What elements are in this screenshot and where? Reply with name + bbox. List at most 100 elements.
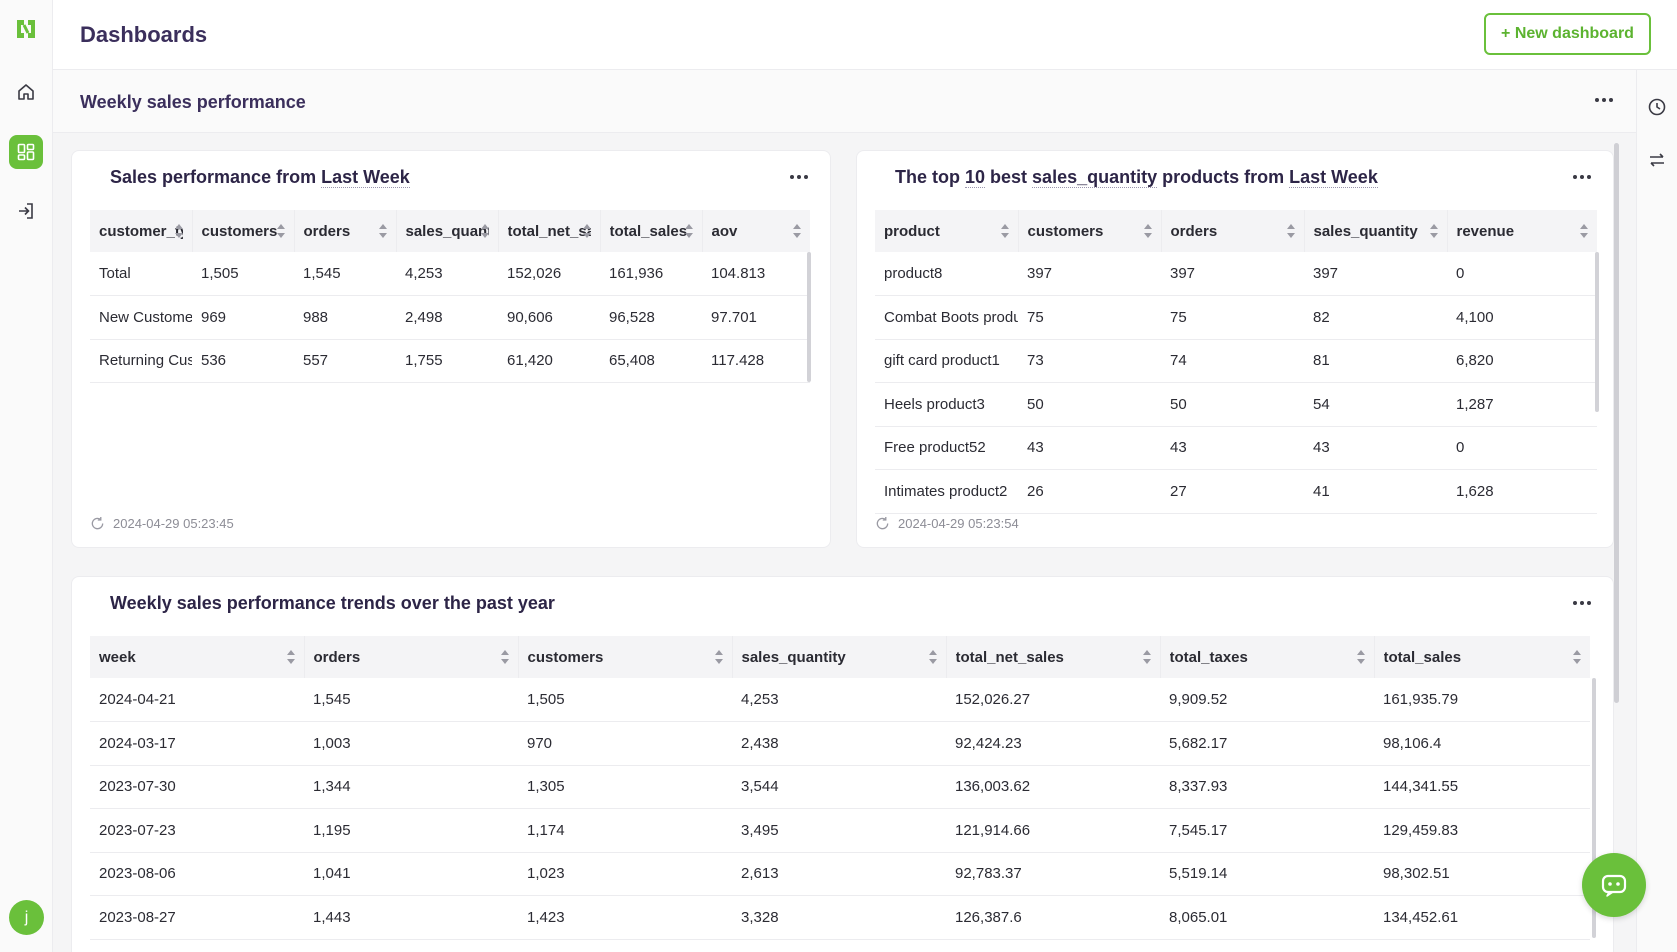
column-header[interactable]: aov [702,210,810,252]
chat-assistant-button[interactable] [1582,853,1646,917]
table-row: Free product52 43 43 43 0 [875,426,1597,470]
table-cell: 43 [1304,426,1447,470]
column-header[interactable]: sales_quantity [1304,210,1448,252]
column-header[interactable]: total_taxes [1160,636,1375,678]
column-header[interactable]: customers [1018,210,1162,252]
table-cell: 75 [1161,295,1304,340]
table-cell: New Customer [90,295,192,340]
table-cell: 2023-07-30 [90,765,304,809]
table-cell: 1,344 [304,765,518,809]
table-cell: 1,545 [304,678,518,722]
column-header[interactable]: sales_quantity [732,636,947,678]
sort-icon[interactable] [1579,223,1589,239]
table-cell: 969 [192,295,294,340]
table-cell: 1,755 [396,339,498,383]
left-rail: j [0,0,53,952]
column-header[interactable]: total_sales [1374,636,1590,678]
table-scrollbar[interactable] [807,252,811,382]
nav-home-button[interactable] [9,75,43,109]
table-scrollbar[interactable] [1595,252,1599,412]
card-more-icon[interactable] [790,175,808,179]
sort-icon[interactable] [174,223,184,239]
sort-icon[interactable] [286,649,296,665]
date-range-filter[interactable]: Last Week [321,167,410,188]
table-cell: 1,023 [518,852,732,896]
sort-icon[interactable] [276,223,286,239]
table-cell: 92,783.37 [946,852,1160,896]
clock-icon[interactable] [1647,97,1667,117]
sort-icon[interactable] [378,223,388,239]
table-cell: 8,065.01 [1160,895,1374,940]
refresh-status: 2024-04-29 05:23:54 [875,516,1019,531]
top-n-filter[interactable]: 10 [965,167,986,188]
refresh-icon[interactable] [875,516,890,531]
metric-filter[interactable]: sales_quantity [1032,167,1158,188]
table-cell: 1,628 [1447,469,1597,514]
sales-performance-card: Sales performance from Last Week custome… [71,150,831,548]
table-cell: 3,544 [732,765,946,809]
sort-icon[interactable] [1356,649,1366,665]
table-scrollbar[interactable] [1592,678,1596,938]
column-header-label: sales_quantity [405,222,489,240]
table-cell: product8 [875,252,1018,296]
column-header[interactable]: total_net_sales [498,210,601,252]
sort-icon[interactable] [1572,649,1582,665]
column-header[interactable]: customer_type [90,210,193,252]
sort-icon[interactable] [1000,223,1010,239]
refresh-icon[interactable] [90,516,105,531]
table-cell: 4,253 [732,678,946,722]
logo-icon[interactable] [13,16,39,42]
sort-icon[interactable] [582,223,592,239]
sort-icon[interactable] [1286,223,1296,239]
table-cell: 50 [1018,382,1161,427]
column-header[interactable]: customers [192,210,295,252]
table-cell: 2023-08-06 [90,852,304,896]
card-more-icon[interactable] [1573,601,1591,605]
column-header[interactable]: total_net_sales [946,636,1161,678]
column-header[interactable]: total_sales [600,210,703,252]
column-header[interactable]: product [875,210,1019,252]
dashboard-more-icon[interactable] [1595,98,1613,102]
column-header-label: orders [313,648,361,666]
column-header[interactable]: customers [518,636,733,678]
table-cell: 129,459.83 [1374,808,1590,853]
sort-icon[interactable] [714,649,724,665]
swap-icon[interactable] [1647,150,1667,170]
table-cell: 43 [1161,426,1304,470]
table-cell: 2024-04-21 [90,678,304,722]
refresh-timestamp: 2024-04-29 05:23:54 [898,516,1019,531]
sort-icon[interactable] [500,649,510,665]
column-header-label: total_net_sales [955,648,1064,666]
table-cell: 97.701 [702,295,810,340]
column-header[interactable]: orders [1161,210,1305,252]
nav-login-button[interactable] [9,194,43,228]
sort-icon[interactable] [1143,223,1153,239]
table-row: 2023-08-06 1,041 1,023 2,613 92,783.37 5,519.… [90,852,1590,896]
table-cell: 4,253 [396,252,498,296]
table-row: 2024-04-21 1,545 1,505 4,253 152,026.27 9,909… [90,678,1590,722]
new-dashboard-button[interactable]: + New dashboard [1484,13,1651,55]
column-header[interactable]: orders [304,636,519,678]
column-header[interactable]: revenue [1447,210,1597,252]
table-cell: 2,498 [396,295,498,340]
table-cell: 90,606 [498,295,600,340]
card-title: Sales performance from Last Week [110,167,410,188]
sort-icon[interactable] [792,223,802,239]
column-header[interactable]: week [90,636,305,678]
user-avatar[interactable]: j [9,900,44,935]
table-cell: 6,820 [1447,339,1597,383]
column-header[interactable]: sales_quantity [396,210,499,252]
sort-icon[interactable] [1429,223,1439,239]
dashboard-icon [17,143,35,161]
sort-icon[interactable] [1142,649,1152,665]
column-header[interactable]: orders [294,210,397,252]
column-header-label: customer_type [99,222,183,240]
sort-icon[interactable] [928,649,938,665]
canvas-scrollbar[interactable] [1614,143,1619,703]
card-more-icon[interactable] [1573,175,1591,179]
sort-icon[interactable] [480,223,490,239]
nav-dashboards-button[interactable] [9,135,43,169]
date-range-filter[interactable]: Last Week [1289,167,1378,188]
sort-icon[interactable] [684,223,694,239]
table-cell: 5,519.14 [1160,852,1374,896]
